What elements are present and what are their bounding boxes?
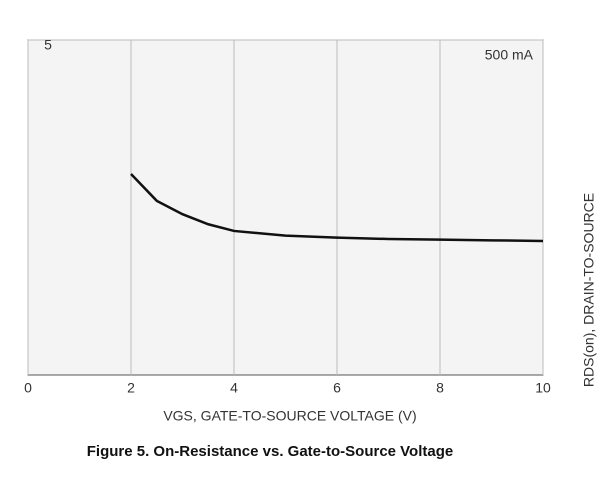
plot-frame [27, 39, 544, 376]
legend-label: 500 mA [485, 47, 534, 63]
figure-caption: Figure 5. On-Resistance vs. Gate-to-Sour… [86, 443, 454, 460]
x-tick-label: 8 [436, 380, 444, 396]
x-tick-label: 2 [127, 380, 135, 396]
chart: VGS, GATE-TO-SOURCE VOLTAGE (V) RDS(on),… [24, 37, 597, 424]
x-tick-label: 0 [24, 380, 32, 396]
x-axis-label: VGS, GATE-TO-SOURCE VOLTAGE (V) [163, 408, 416, 424]
data-line [130, 173, 544, 243]
x-tick-label: 10 [535, 380, 551, 396]
x-tick-label: 6 [333, 380, 341, 396]
x-tick-label: 4 [230, 380, 238, 396]
y-axis-label: RDS(on), DRAIN-TO-SOURCE [581, 193, 597, 387]
y-tick-label: 5 [44, 37, 52, 53]
